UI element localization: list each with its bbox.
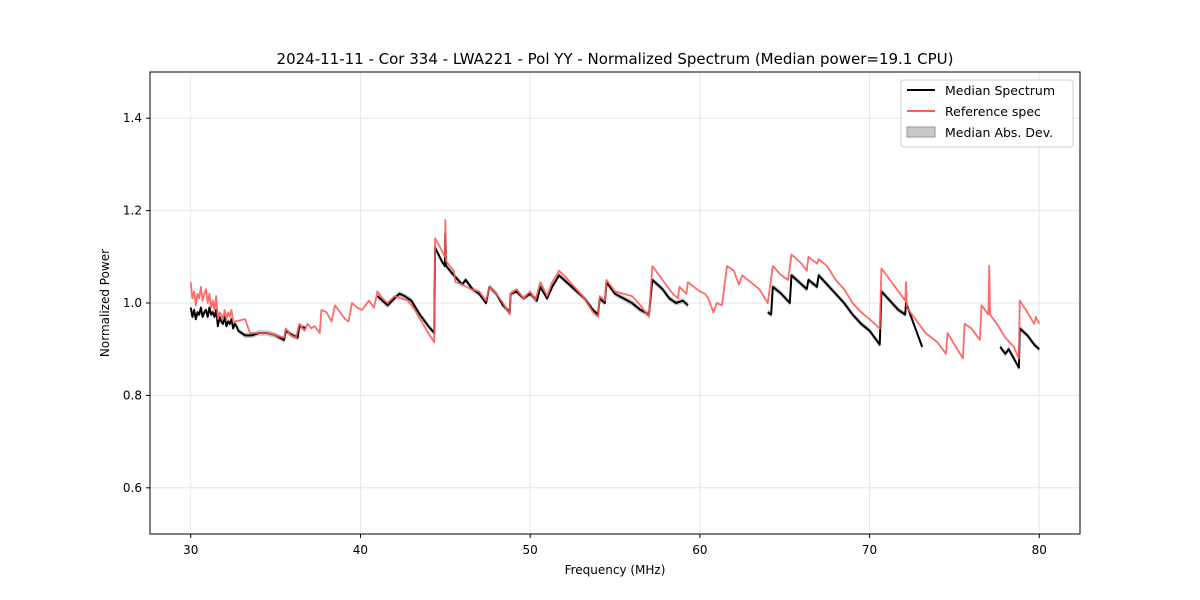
y-tick-label: 1.0	[123, 296, 142, 310]
legend-mad-label: Median Abs. Dev.	[945, 125, 1053, 140]
legend-box	[900, 79, 1074, 148]
legend-reference-label: Reference spec	[945, 104, 1041, 119]
x-tick-label: 40	[353, 543, 368, 557]
y-tick-label: 0.6	[123, 481, 142, 495]
median-spectrum-line	[999, 327, 1040, 369]
x-tick-label: 80	[1032, 543, 1047, 557]
x-tick-label: 30	[183, 543, 198, 557]
legend-mad-swatch	[906, 126, 936, 138]
chart-title: 2024-11-11 - Cor 334 - LWA221 - Pol YY -…	[277, 50, 954, 68]
legend-median-label: Median Spectrum	[945, 83, 1055, 98]
x-axis-label: Frequency (MHz)	[565, 563, 666, 577]
y-tick-label: 1.4	[123, 111, 142, 125]
y-tick-label: 0.8	[123, 388, 142, 402]
plot-series	[189, 218, 1041, 371]
x-tick-label: 60	[692, 543, 707, 557]
legend: Median Spectrum Reference spec Median Ab…	[900, 79, 1074, 148]
x-tick-label: 50	[523, 543, 538, 557]
mad-band	[767, 272, 923, 350]
axis-ticks: 30 40 50 60 70 80 0.6 0.8 1.0 1.2 1.4	[123, 111, 1047, 557]
y-axis-label: Normalized Power	[98, 249, 112, 357]
y-tick-label: 1.2	[123, 204, 142, 218]
x-tick-label: 70	[862, 543, 877, 557]
median-spectrum-line	[376, 232, 689, 335]
median-spectrum-line	[767, 274, 924, 348]
reference-spectrum-line	[189, 218, 1041, 360]
